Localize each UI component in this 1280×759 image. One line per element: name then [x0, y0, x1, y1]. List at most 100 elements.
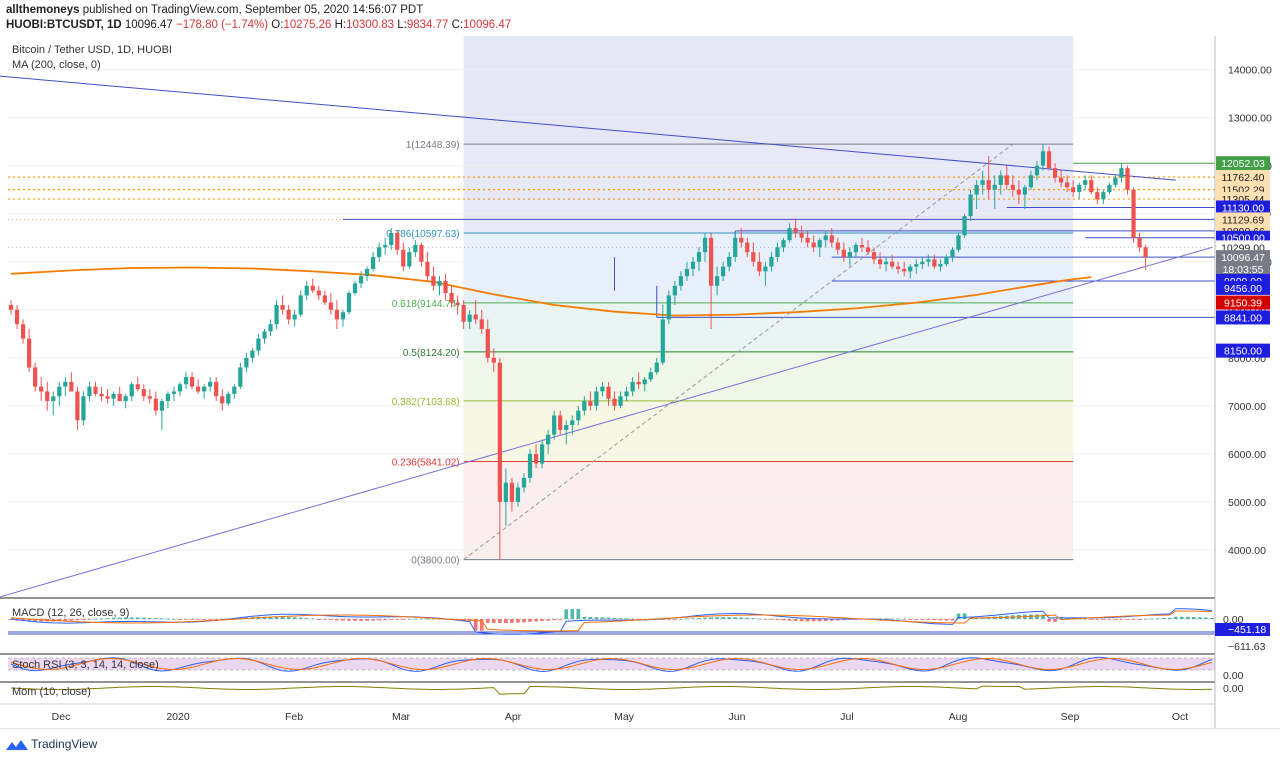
candle[interactable]: [908, 264, 913, 279]
candle[interactable]: [1040, 144, 1046, 171]
candle[interactable]: [99, 386, 104, 402]
candle[interactable]: [624, 386, 629, 402]
candle[interactable]: [944, 254, 949, 267]
candle[interactable]: [998, 170, 1003, 195]
candle[interactable]: [835, 237, 840, 255]
candle[interactable]: [14, 304, 20, 330]
candle[interactable]: [594, 386, 599, 411]
candle[interactable]: [630, 377, 635, 397]
candle[interactable]: [1137, 232, 1142, 253]
candle[interactable]: [1010, 175, 1015, 197]
candle[interactable]: [932, 254, 937, 269]
candle[interactable]: [461, 300, 466, 330]
candle[interactable]: [527, 449, 533, 483]
candle[interactable]: [431, 266, 436, 291]
candle[interactable]: [980, 170, 985, 195]
candle[interactable]: [111, 391, 116, 406]
candle[interactable]: [177, 381, 183, 397]
candle[interactable]: [473, 300, 478, 325]
candle[interactable]: [733, 232, 738, 262]
candle[interactable]: [877, 252, 883, 269]
candle[interactable]: [69, 372, 74, 392]
candle[interactable]: [208, 377, 213, 392]
candle[interactable]: [648, 367, 653, 382]
candle[interactable]: [1022, 184, 1028, 209]
candle[interactable]: [1034, 160, 1040, 181]
candle[interactable]: [1016, 180, 1021, 205]
candle[interactable]: [45, 381, 50, 411]
candle[interactable]: [660, 304, 665, 366]
author-name[interactable]: allthemoneys: [6, 4, 80, 16]
candle[interactable]: [642, 377, 647, 392]
candle[interactable]: [708, 232, 714, 330]
candle[interactable]: [413, 240, 418, 257]
candle[interactable]: [202, 384, 207, 399]
candle[interactable]: [81, 391, 86, 426]
candle[interactable]: [883, 256, 889, 272]
candle[interactable]: [250, 348, 255, 363]
candle[interactable]: [521, 473, 527, 493]
candle[interactable]: [727, 252, 732, 272]
candle[interactable]: [533, 444, 539, 469]
candle[interactable]: [690, 256, 696, 277]
candle[interactable]: [552, 410, 557, 440]
candle[interactable]: [956, 232, 961, 253]
candle[interactable]: [497, 357, 502, 560]
candle[interactable]: [1113, 175, 1118, 188]
candle[interactable]: [775, 242, 780, 262]
candle[interactable]: [256, 333, 261, 356]
candle[interactable]: [829, 228, 834, 248]
candle[interactable]: [27, 329, 32, 373]
candle[interactable]: [1065, 175, 1070, 193]
candle[interactable]: [1083, 175, 1088, 190]
candle[interactable]: [274, 300, 279, 330]
candle[interactable]: [340, 309, 346, 327]
candle[interactable]: [316, 285, 321, 301]
candle[interactable]: [165, 391, 171, 409]
candle[interactable]: [515, 482, 521, 507]
candle[interactable]: [214, 377, 219, 402]
candle[interactable]: [262, 329, 267, 344]
candle[interactable]: [467, 309, 472, 330]
candle[interactable]: [974, 180, 979, 209]
candle[interactable]: [787, 223, 792, 243]
candle[interactable]: [57, 381, 62, 406]
candle[interactable]: [147, 389, 152, 404]
tradingview-logo[interactable]: TradingView: [6, 737, 97, 751]
candle[interactable]: [672, 280, 677, 305]
candle[interactable]: [195, 379, 201, 394]
candle[interactable]: [364, 266, 370, 281]
candle[interactable]: [811, 235, 816, 253]
candle[interactable]: [334, 300, 340, 330]
candle[interactable]: [769, 252, 774, 272]
candle[interactable]: [232, 384, 237, 399]
candle[interactable]: [117, 386, 122, 402]
candle[interactable]: [244, 353, 249, 373]
candle[interactable]: [401, 242, 406, 272]
candle[interactable]: [1089, 175, 1094, 195]
candle[interactable]: [479, 309, 484, 334]
candle[interactable]: [189, 372, 195, 390]
candle[interactable]: [449, 285, 454, 308]
candle[interactable]: [823, 230, 828, 248]
candle[interactable]: [890, 254, 895, 269]
candle[interactable]: [570, 415, 575, 435]
candle[interactable]: [1046, 146, 1052, 171]
candle[interactable]: [805, 230, 810, 248]
candle[interactable]: [745, 237, 750, 257]
candle[interactable]: [425, 252, 430, 281]
candle[interactable]: [153, 391, 158, 416]
candle[interactable]: [588, 391, 593, 411]
candle[interactable]: [383, 237, 388, 255]
candle[interactable]: [322, 290, 327, 305]
candle[interactable]: [443, 273, 448, 301]
candle[interactable]: [920, 256, 925, 269]
candle[interactable]: [938, 259, 943, 272]
candle[interactable]: [1143, 244, 1148, 270]
candle[interactable]: [377, 242, 382, 262]
candle[interactable]: [859, 237, 865, 253]
candle[interactable]: [268, 319, 273, 337]
candle[interactable]: [437, 276, 442, 296]
candle[interactable]: [171, 386, 177, 402]
candle[interactable]: [141, 384, 146, 402]
